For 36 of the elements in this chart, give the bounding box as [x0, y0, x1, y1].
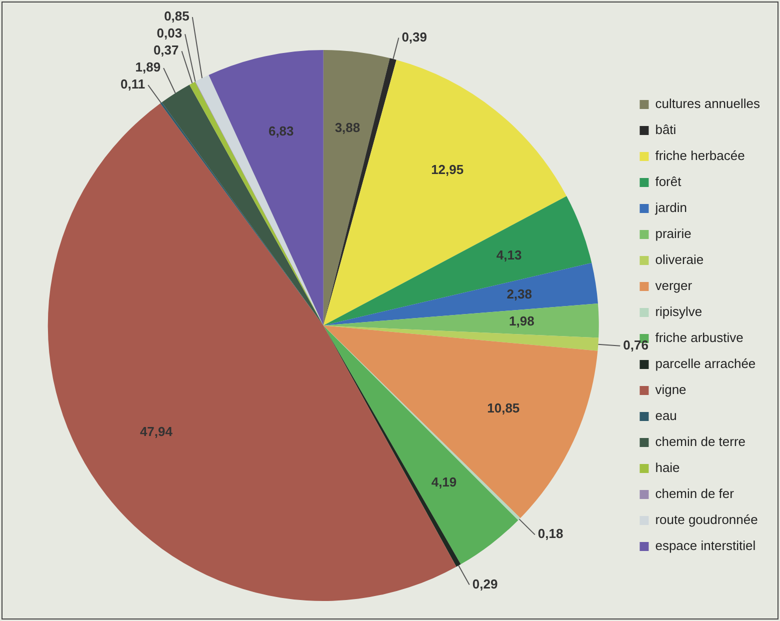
data-label: 10,85: [487, 400, 520, 416]
legend-label: friche arbustive: [655, 330, 744, 346]
legend-label: oliveraie: [655, 252, 704, 268]
data-label: 12,95: [431, 162, 464, 178]
data-label: 6,83: [268, 123, 294, 138]
legend-label: cultures annuelles: [655, 96, 760, 112]
data-label: 1,98: [509, 314, 534, 329]
data-label: 1,89: [135, 60, 161, 75]
legend-label: parcelle arrachée: [655, 356, 756, 372]
data-label: 2,38: [506, 286, 532, 302]
legend-label: jardin: [654, 200, 688, 216]
legend-label: chemin de terre: [655, 434, 746, 450]
legend-label: vigne: [655, 382, 686, 398]
legend-label: haie: [655, 460, 680, 476]
legend-label: forêt: [655, 174, 682, 190]
data-label: 0,11: [120, 76, 146, 92]
data-label: 0,18: [538, 526, 564, 542]
data-label: 0,39: [402, 29, 428, 44]
legend-label: bâti: [655, 122, 676, 138]
legend-label: friche herbacée: [655, 148, 745, 164]
data-label: 47,94: [140, 424, 174, 439]
data-label: 0,29: [472, 576, 498, 592]
legend-label: chemin de fer: [655, 486, 735, 502]
data-label: 4,13: [496, 247, 522, 262]
data-label: 0,76: [623, 337, 648, 352]
data-label: 4,19: [431, 474, 457, 490]
data-label: 3,88: [334, 120, 360, 136]
legend-label: ripisylve: [655, 304, 702, 320]
data-label: 0,85: [164, 8, 190, 24]
legend-label: prairie: [655, 226, 692, 242]
data-label: 0,03: [156, 26, 182, 41]
legend-label: route goudronnée: [655, 512, 758, 528]
legend-label: eau: [655, 408, 677, 424]
legend-label: espace interstitiel: [655, 538, 756, 554]
data-label: 0,37: [153, 42, 179, 58]
legend-label: verger: [655, 278, 693, 294]
